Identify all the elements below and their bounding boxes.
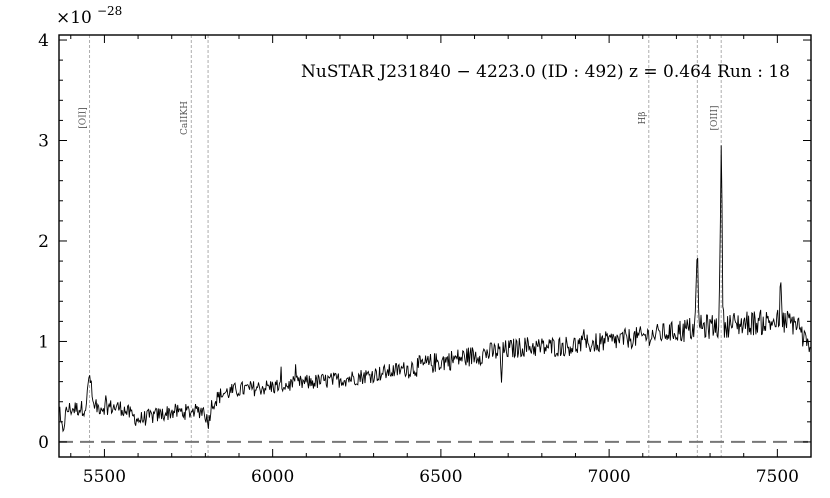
x-tick-label: 7500 <box>756 467 799 487</box>
x-tick-label: 7000 <box>587 467 630 487</box>
y-tick-label: 0 <box>38 433 49 453</box>
x-tick-label: 6500 <box>419 467 462 487</box>
y-multiplier: ×10 −28 <box>56 4 122 28</box>
x-tick-label: 5500 <box>83 467 126 487</box>
line-marker-label: [OII] <box>79 107 89 129</box>
line-marker-label: CaIIKH <box>180 101 190 135</box>
line-marker-label: [OIII] <box>710 105 720 130</box>
chart-title: NuSTAR J231840 − 4223.0 (ID : 492) z = 0… <box>301 62 790 82</box>
y-tick-label: 3 <box>38 132 49 152</box>
plot-frame <box>58 34 812 458</box>
y-tick-label: 4 <box>38 31 49 51</box>
spectrum-line <box>58 145 812 433</box>
line-marker-label: Hβ <box>638 111 648 124</box>
y-tick-label: 2 <box>38 232 49 252</box>
y-tick-label: 1 <box>38 332 49 352</box>
x-tick-label: 6000 <box>251 467 294 487</box>
